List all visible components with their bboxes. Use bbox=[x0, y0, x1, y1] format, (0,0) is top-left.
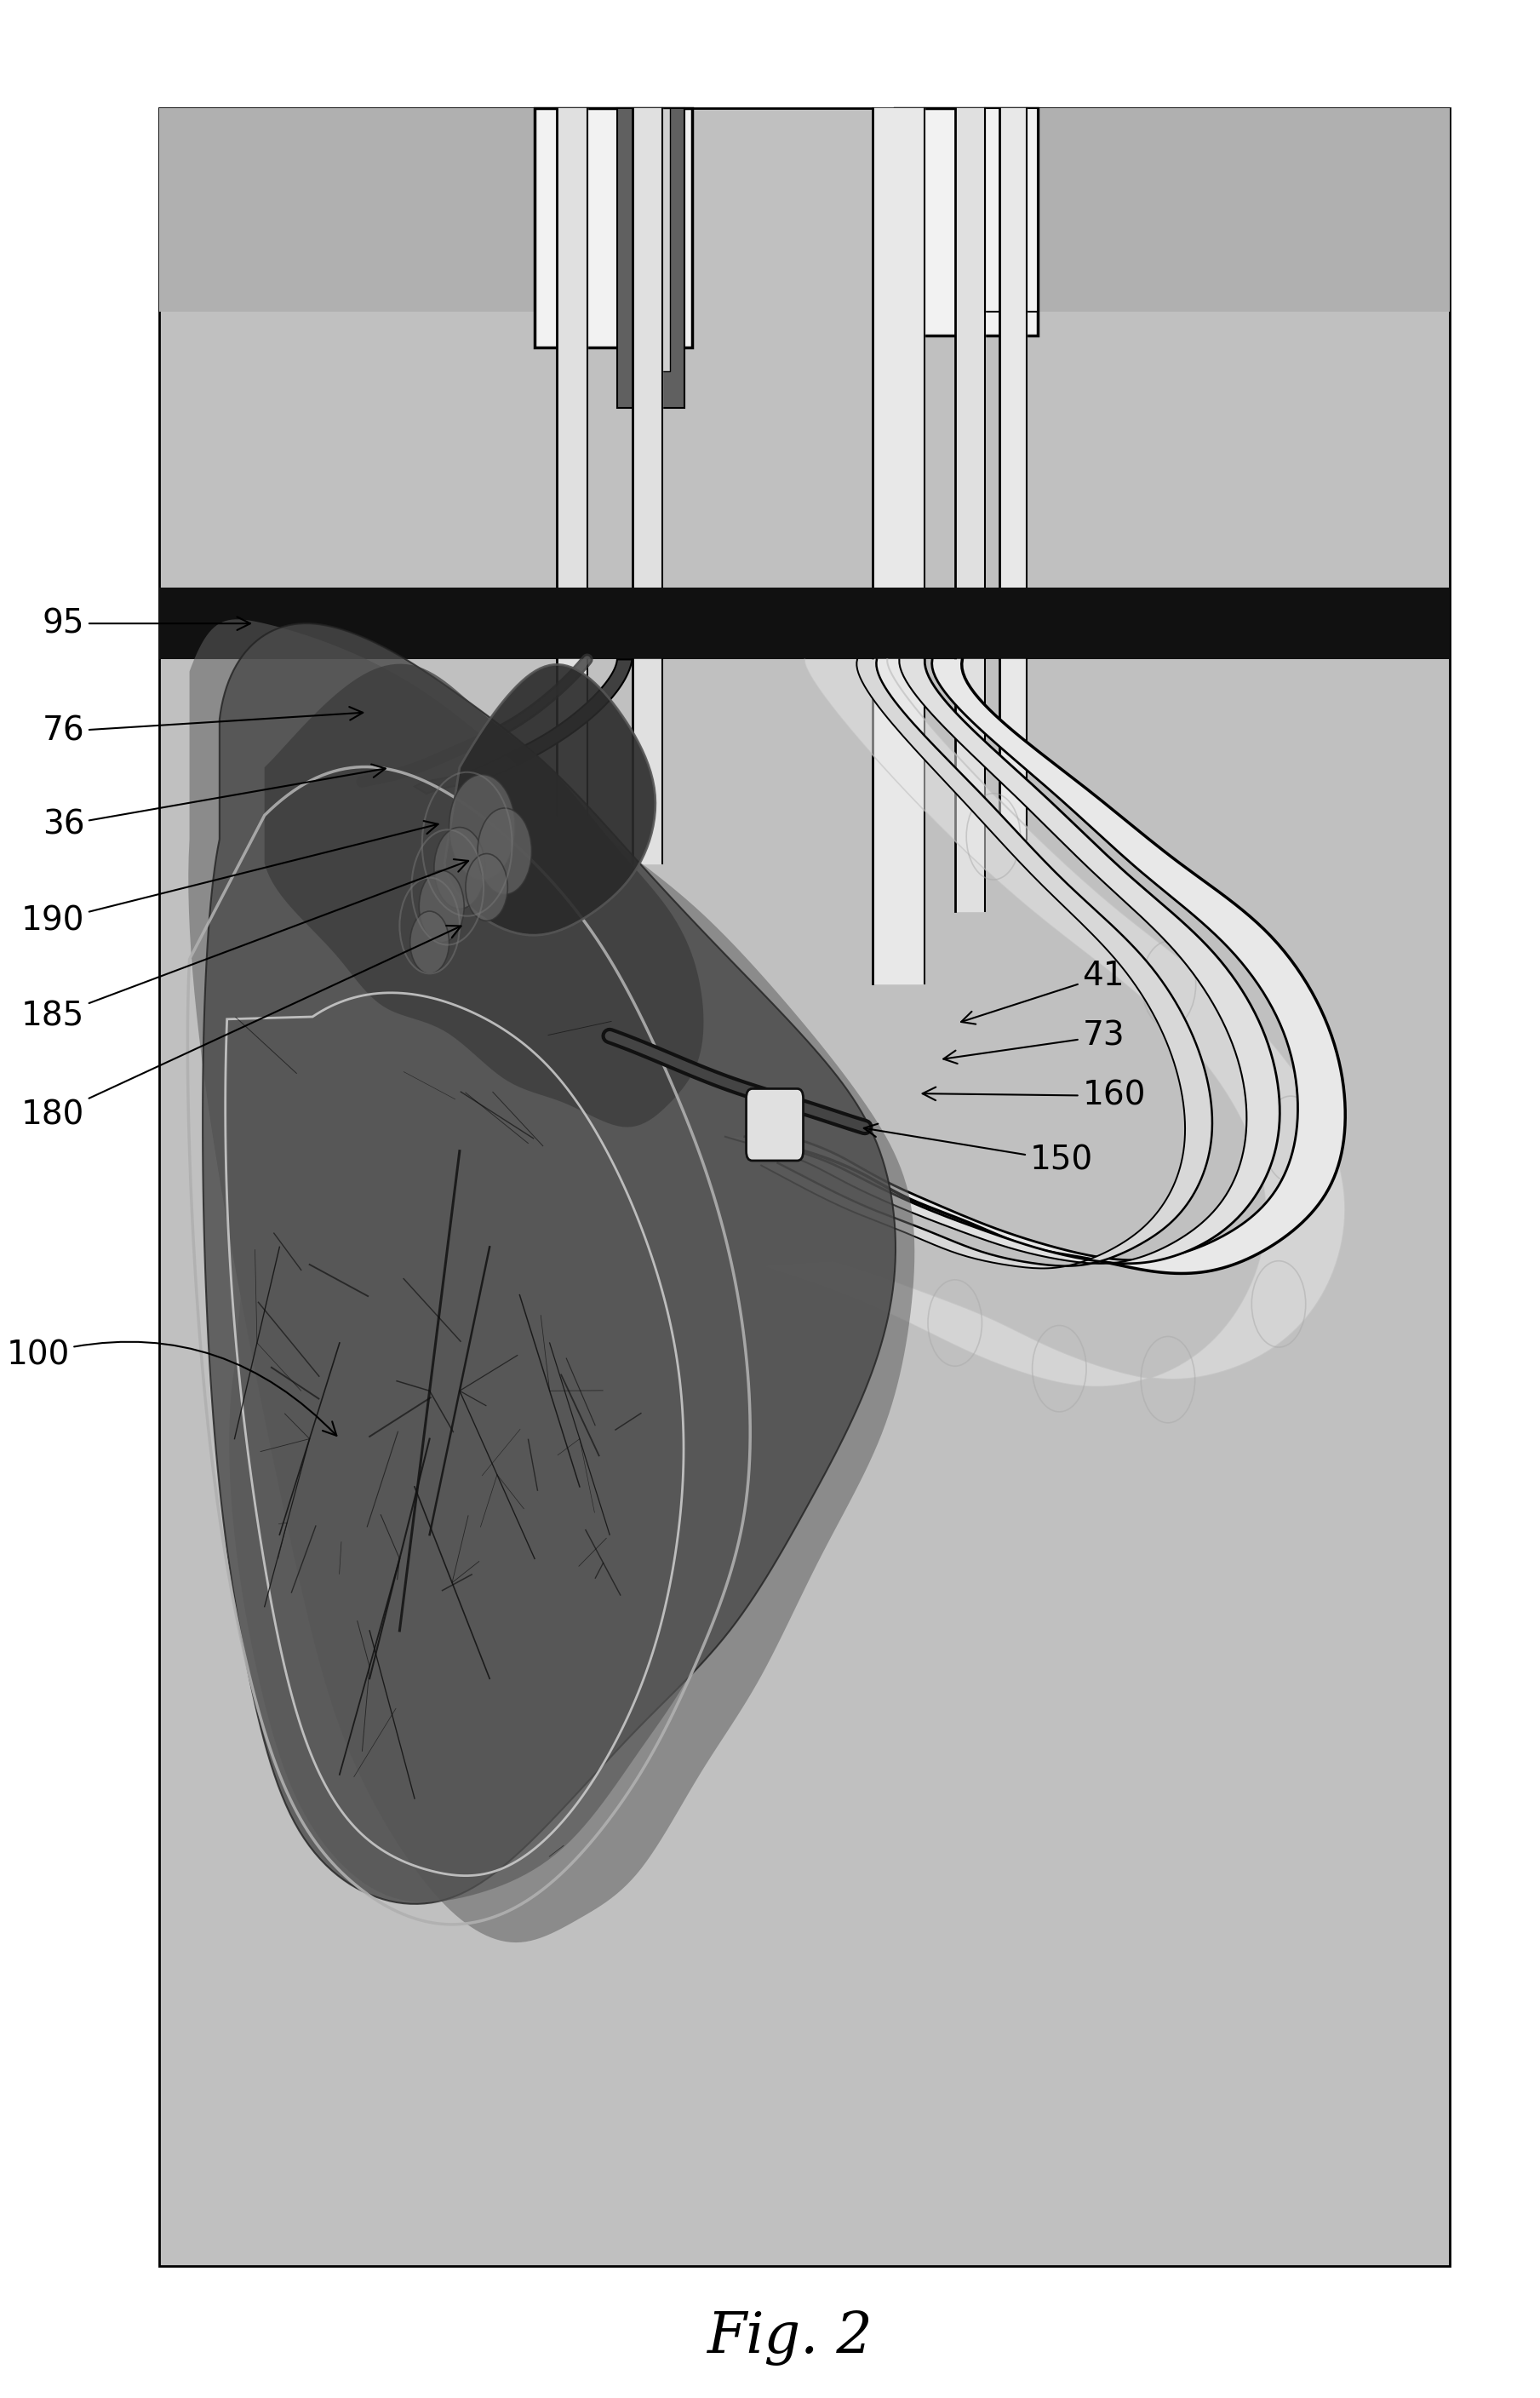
Polygon shape bbox=[725, 659, 1280, 1264]
FancyBboxPatch shape bbox=[160, 108, 1451, 2266]
Text: 190: 190 bbox=[22, 820, 437, 938]
FancyBboxPatch shape bbox=[534, 108, 691, 348]
Circle shape bbox=[465, 854, 508, 921]
Text: 36: 36 bbox=[42, 765, 385, 842]
Text: 95: 95 bbox=[42, 607, 251, 640]
Polygon shape bbox=[761, 659, 1212, 1269]
Polygon shape bbox=[229, 1127, 730, 1902]
Polygon shape bbox=[753, 659, 1346, 1273]
Text: 160: 160 bbox=[922, 1079, 1146, 1113]
Text: 76: 76 bbox=[42, 707, 363, 748]
FancyBboxPatch shape bbox=[895, 108, 1038, 336]
Text: 100: 100 bbox=[6, 1338, 337, 1436]
FancyBboxPatch shape bbox=[1038, 108, 1451, 312]
Polygon shape bbox=[188, 619, 915, 1942]
Polygon shape bbox=[753, 659, 1346, 1273]
FancyBboxPatch shape bbox=[984, 108, 1038, 312]
FancyBboxPatch shape bbox=[160, 108, 618, 312]
Text: 73: 73 bbox=[944, 1019, 1124, 1065]
Circle shape bbox=[477, 808, 531, 894]
FancyBboxPatch shape bbox=[631, 108, 670, 372]
Polygon shape bbox=[203, 623, 896, 1904]
Circle shape bbox=[419, 870, 464, 942]
Polygon shape bbox=[414, 659, 631, 794]
Text: 180: 180 bbox=[22, 926, 460, 1132]
Polygon shape bbox=[445, 664, 656, 935]
Circle shape bbox=[450, 775, 514, 880]
FancyBboxPatch shape bbox=[618, 108, 685, 408]
Text: 41: 41 bbox=[961, 959, 1124, 1024]
Text: 150: 150 bbox=[864, 1125, 1093, 1177]
Polygon shape bbox=[762, 659, 1346, 1386]
Polygon shape bbox=[265, 664, 704, 1127]
Circle shape bbox=[410, 911, 450, 974]
Text: 185: 185 bbox=[22, 858, 468, 1034]
Text: Fig. 2: Fig. 2 bbox=[707, 2309, 873, 2367]
FancyBboxPatch shape bbox=[747, 1089, 804, 1161]
Circle shape bbox=[434, 827, 485, 909]
FancyBboxPatch shape bbox=[160, 588, 1451, 659]
